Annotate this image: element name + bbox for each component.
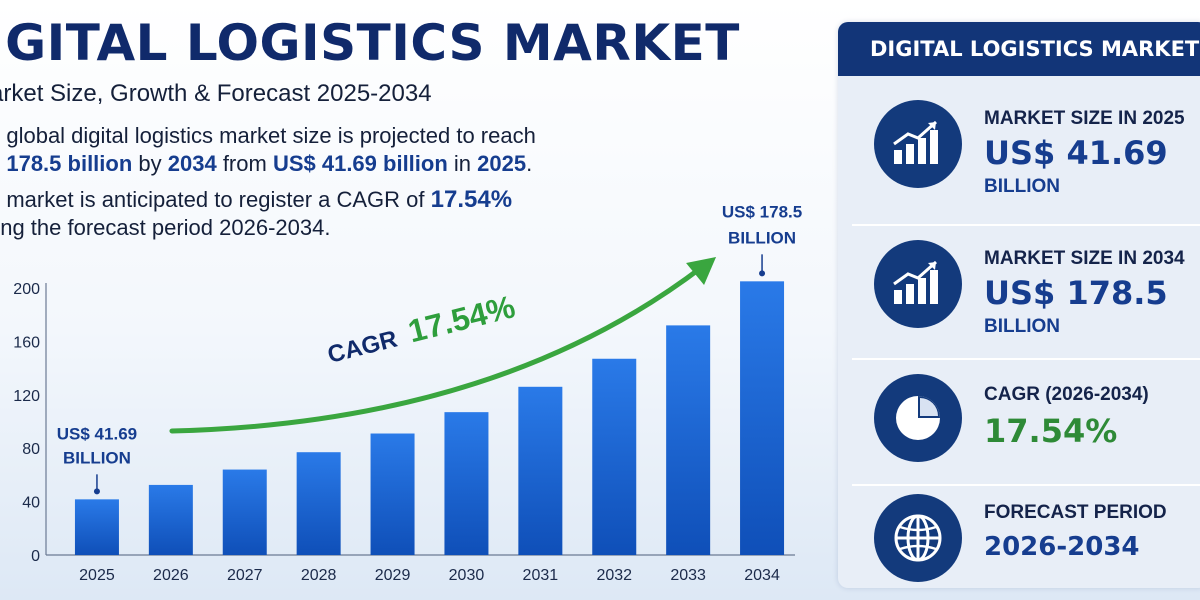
- bar: [74, 499, 119, 555]
- intro-text: .: [526, 151, 533, 176]
- page-title: IGITAL LOGISTICS MARKET: [0, 14, 740, 72]
- card-label: MARKET SIZE IN 2034: [984, 248, 1185, 269]
- end-value-label: US$ 178.5: [722, 202, 802, 221]
- x-tick-label: 2028: [301, 567, 337, 584]
- card-value: US$ 178.5: [984, 274, 1168, 312]
- x-tick-label: 2029: [375, 567, 411, 584]
- card-value: 17.54%: [984, 412, 1118, 450]
- market-bar-chart: 0 40 80 120 160 200 2025 2026 2027 2028 2029 2030 20…: [13, 202, 802, 584]
- x-tick-label: 2031: [523, 567, 559, 584]
- end-value-unit: BILLION: [728, 228, 796, 247]
- cagr-word: CAGR: [325, 326, 400, 369]
- y-tick-label: 40: [22, 495, 40, 512]
- divider: [852, 224, 1200, 226]
- card-market-size-2025: MARKET SIZE IN 2025 US$ 41.69 BILLION: [838, 80, 1200, 208]
- growth-arrow-head: [686, 257, 717, 285]
- y-tick-label: 80: [22, 441, 40, 458]
- y-tick-label: 160: [13, 334, 40, 351]
- bar: [296, 452, 341, 555]
- y-tick-label: 200: [13, 281, 40, 298]
- x-tick-label: 2027: [227, 567, 263, 584]
- intro-line-2: $ 178.5 billion by 2034 from US$ 41.69 b…: [0, 150, 536, 178]
- card-unit: BILLION: [984, 316, 1060, 337]
- y-tick-label: 120: [13, 388, 40, 405]
- x-tick-label: 2030: [449, 567, 485, 584]
- card-label: MARKET SIZE IN 2025: [984, 108, 1185, 129]
- growth-arrow: [169, 264, 705, 434]
- intro-text: by: [132, 151, 168, 176]
- card-cagr: CAGR (2026-2034) 17.54%: [838, 362, 1200, 490]
- x-tick-label: 2034: [744, 567, 780, 584]
- bar: [222, 469, 267, 555]
- intro-paragraph-1: e global digital logistics market size i…: [0, 122, 536, 178]
- highlight-2034-value: $ 178.5 billion: [0, 151, 133, 176]
- callout-dot: [759, 270, 766, 277]
- x-tick-label: 2026: [153, 567, 189, 584]
- panel-header: DIGITAL LOGISTICS MARKET: [838, 22, 1200, 76]
- highlight-2025-year: 2025: [477, 151, 527, 176]
- callout-dot: [93, 488, 100, 495]
- divider: [852, 484, 1200, 486]
- growth-chart-icon: [874, 100, 962, 188]
- bar: [444, 412, 489, 555]
- card-forecast-period: FORECAST PERIOD 2026-2034: [838, 488, 1200, 588]
- x-tick-label: 2032: [596, 567, 632, 584]
- bar: [666, 325, 711, 555]
- highlight-2025-value: US$ 41.69 billion: [272, 151, 448, 176]
- intro-line-1: e global digital logistics market size i…: [0, 123, 536, 148]
- bar: [592, 358, 637, 555]
- x-tick-label: 2025: [79, 567, 115, 584]
- globe-icon: [874, 494, 962, 582]
- highlight-cagr: 17.54%: [430, 186, 513, 213]
- intro-text: from: [216, 151, 273, 176]
- intro-line-3: e market is anticipated to register a CA…: [0, 186, 512, 214]
- card-market-size-2034: MARKET SIZE IN 2034 US$ 178.5 BILLION: [838, 228, 1200, 356]
- card-label: FORECAST PERIOD: [984, 502, 1167, 523]
- page-subtitle: arket Size, Growth & Forecast 2025-2034: [0, 80, 432, 107]
- start-value-label: US$ 41.69: [57, 424, 137, 443]
- card-value: 2026-2034: [984, 532, 1140, 562]
- card-label: CAGR (2026-2034): [984, 384, 1149, 405]
- divider: [852, 358, 1200, 360]
- growth-chart-icon: [874, 240, 962, 328]
- cagr-label: CAGR 17.54%: [325, 288, 519, 369]
- x-tick-label: 2033: [670, 567, 706, 584]
- bar: [370, 433, 415, 555]
- highlight-2034-year: 2034: [167, 151, 217, 176]
- intro-text: in: [447, 151, 478, 176]
- pie-chart-icon: [874, 374, 962, 462]
- card-unit: BILLION: [984, 176, 1060, 197]
- bar: [148, 484, 193, 555]
- intro-line-4: ring the forecast period 2026-2034.: [0, 215, 331, 240]
- summary-panel: DIGITAL LOGISTICS MARKET MARKET SIZE IN …: [838, 22, 1200, 588]
- cagr-value: 17.54%: [404, 288, 518, 349]
- bar: [740, 281, 785, 555]
- intro-text: e market is anticipated to register a CA…: [0, 187, 431, 212]
- bar: [518, 386, 563, 555]
- start-value-unit: BILLION: [63, 448, 131, 467]
- card-value: US$ 41.69: [984, 134, 1168, 172]
- y-tick-label: 0: [31, 548, 40, 565]
- intro-paragraph-2: e market is anticipated to register a CA…: [0, 186, 512, 242]
